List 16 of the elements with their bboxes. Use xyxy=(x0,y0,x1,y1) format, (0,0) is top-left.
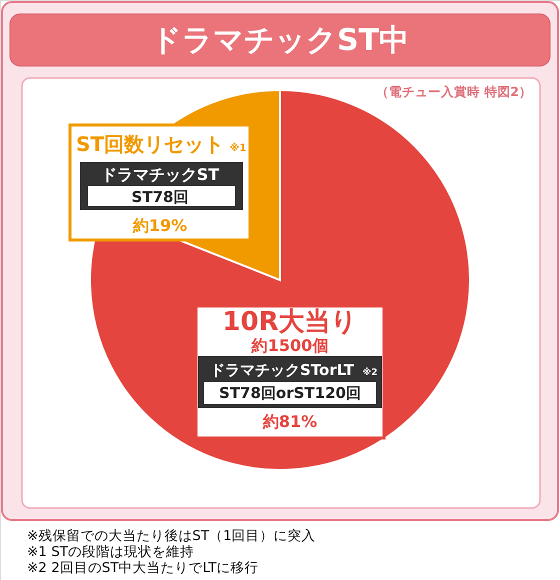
text: ※2 xyxy=(362,367,378,378)
text: ※1 STの段階は現状を維持 xyxy=(27,544,194,560)
text: ※残保留での大当たり後はST（1回目）に突入 xyxy=(27,528,316,544)
slice-label: 10R大当り xyxy=(222,307,358,337)
text: ドラマチックST xyxy=(100,165,220,184)
slice-label: ST回数リセット xyxy=(76,132,224,156)
text: ※2 2回目のST中大当たりでLTに移行 xyxy=(27,560,259,576)
text: ST78回 xyxy=(132,188,188,206)
text: ※1 xyxy=(230,142,246,154)
text: ST78回orST120回 xyxy=(219,384,361,402)
chart-title: ドラマチックST中 xyxy=(150,23,410,58)
data-label: 約19% xyxy=(132,216,188,235)
chart-subtitle: （電チュー入賞時 特図2） xyxy=(376,84,532,99)
data-label: 約81% xyxy=(262,412,318,431)
text: 約1500個 xyxy=(250,336,328,355)
text: ドラマチックSTorLT xyxy=(210,361,355,379)
